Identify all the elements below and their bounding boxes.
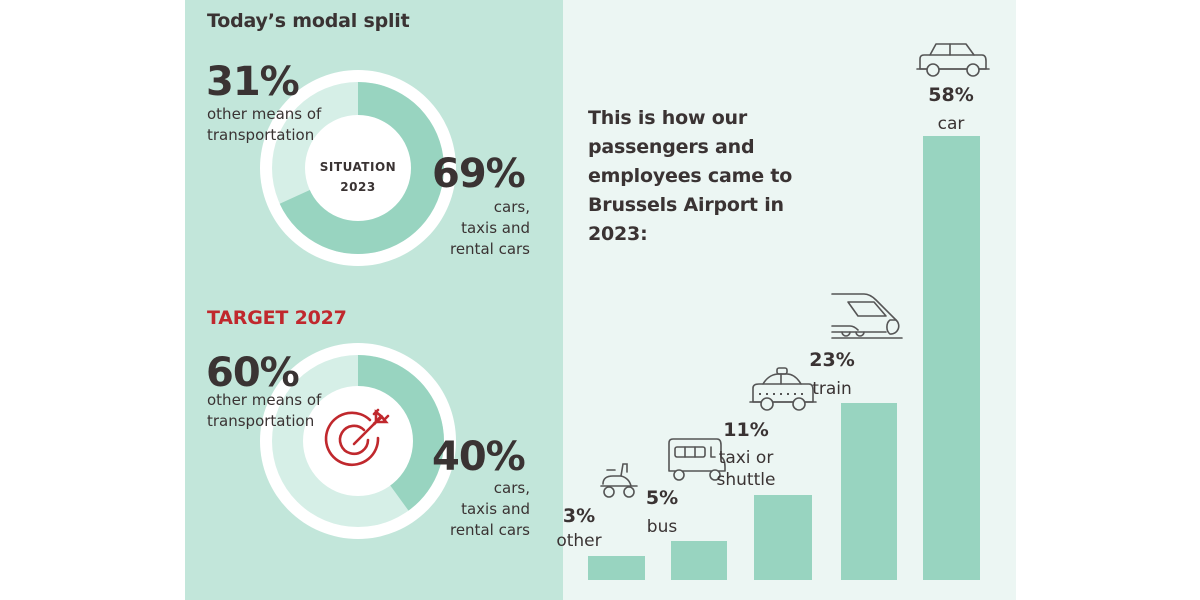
bar-taxi-label: taxi or shuttle: [716, 448, 776, 490]
bar-bus-label: bus: [646, 517, 678, 537]
bar-taxi-pct: 11%: [723, 419, 769, 441]
today-other-pct: 31%: [206, 59, 300, 105]
target-other-pct: 60%: [206, 350, 300, 396]
bar-bus: [671, 541, 727, 580]
train-icon: [831, 293, 903, 339]
taxi-icon: [749, 367, 817, 411]
target-car-label: cars, taxis and rental cars: [449, 479, 530, 539]
transport-bar-chart-panel: This is how our passengers and employees…: [556, 0, 1016, 600]
bus-icon: [668, 438, 726, 481]
target-arrow-icon: [324, 408, 390, 467]
target-other-label: other means of transportation: [207, 391, 322, 430]
bar-car-label: car: [937, 114, 965, 134]
bar-other-label: other: [556, 531, 602, 551]
bar-other-pct: 3%: [562, 505, 596, 527]
bar-taxi: [754, 495, 812, 580]
car-icon: [916, 43, 990, 77]
bar-car-pct: 58%: [928, 84, 974, 106]
bar-car: [923, 136, 980, 580]
modal-split-panel: Today’s modal split SITUATION 2023 31% o…: [185, 0, 563, 600]
today-car-pct: 69%: [432, 151, 526, 197]
today-car-label: cars, taxis and rental cars: [449, 198, 530, 258]
today-title: Today’s modal split: [207, 10, 410, 32]
bar-bus-pct: 5%: [645, 487, 679, 509]
today-other-label: other means of transportation: [207, 105, 322, 144]
bar-other: [588, 556, 645, 580]
bar-train: [841, 403, 897, 580]
chart-intro-text: This is how our passengers and employees…: [588, 107, 793, 245]
donut-center-label: SITUATION 2023: [319, 160, 397, 194]
scooter-icon: [600, 463, 638, 498]
donut-chart-2023: [260, 70, 456, 266]
target-title: TARGET 2027: [207, 307, 347, 329]
bar-train-pct: 23%: [809, 349, 855, 371]
target-car-pct: 40%: [432, 434, 526, 480]
bar-train-label: train: [812, 379, 852, 399]
